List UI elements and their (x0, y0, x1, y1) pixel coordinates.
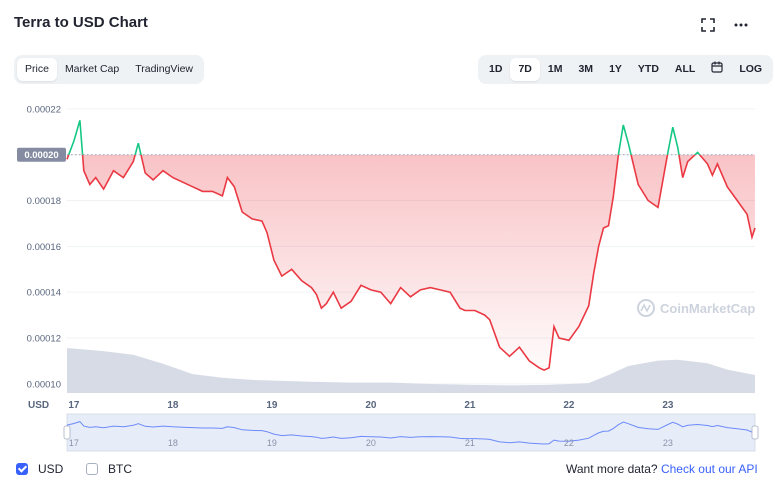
x-axis-label: USD (28, 400, 49, 411)
range-1d[interactable]: 1D (489, 63, 503, 75)
currency-usd[interactable]: USD (16, 462, 63, 476)
navigator-tick-label: 19 (267, 438, 277, 448)
watermark-text: CoinMarketCap (660, 301, 755, 316)
navigator-handle-right[interactable] (751, 425, 759, 440)
y-tick-label: 0.00010 (27, 379, 61, 390)
tab-tradingview[interactable]: TradingView (135, 63, 193, 75)
y-tick-label: 0.00014 (27, 288, 61, 299)
range-1m[interactable]: 1M (547, 63, 563, 75)
range-all[interactable]: ALL (674, 63, 696, 75)
currency-btc[interactable]: BTC (86, 462, 132, 476)
more-horizontal-icon[interactable] (731, 18, 751, 38)
navigator-tick-label: 23 (663, 438, 673, 448)
x-tick-label: 18 (167, 400, 179, 411)
btc-label: BTC (108, 462, 132, 476)
y-tick-label: 0.00016 (27, 242, 61, 253)
x-tick-label: 17 (68, 400, 80, 411)
range-7d[interactable]: 7D (510, 58, 540, 81)
x-tick-label: 20 (365, 400, 377, 411)
navigator-tick-label: 22 (564, 438, 574, 448)
navigator-x-axis: 17 18 19 20 21 22 23 (69, 438, 673, 448)
range-3m[interactable]: 3M (578, 63, 594, 75)
more-data-text: Want more data? (566, 462, 658, 476)
navigator[interactable]: 17 18 19 20 21 22 23 (63, 413, 759, 452)
api-promo: Want more data? Check out our API (566, 462, 758, 476)
calendar-button[interactable] (703, 58, 731, 81)
calendar-icon (711, 61, 723, 73)
tab-market-cap[interactable]: Market Cap (64, 63, 120, 75)
x-tick-label: 21 (464, 400, 476, 411)
y-tick-label: 0.00018 (27, 196, 61, 207)
range-tabs: 1D 7D 1M 3M 1Y YTD ALL LOG (478, 55, 774, 84)
navigator-handle-left[interactable] (63, 425, 71, 440)
navigator-line (66, 421, 756, 445)
api-link[interactable]: Check out our API (660, 462, 758, 476)
expand-icon[interactable] (698, 18, 718, 38)
price-line-down (66, 154, 756, 371)
navigator-tick-label: 17 (69, 438, 79, 448)
range-1y[interactable]: 1Y (609, 63, 622, 75)
navigator-tick-label: 18 (168, 438, 178, 448)
watermark: CoinMarketCap (637, 299, 755, 317)
volume-area (67, 348, 755, 393)
y-axis: 0.00022 0.00020 0.00018 0.00016 0.00014 0.000… (27, 104, 61, 390)
view-tabs: Price Market Cap TradingView (14, 55, 204, 84)
x-tick-label: 22 (563, 400, 575, 411)
y-tick-label: 0.00012 (27, 334, 61, 345)
navigator-tick-label: 20 (366, 438, 376, 448)
btc-checkbox[interactable] (86, 463, 98, 475)
usd-checkbox[interactable] (16, 463, 28, 475)
range-ytd[interactable]: YTD (637, 63, 659, 75)
x-axis: 17 18 19 20 21 22 23 (68, 400, 674, 411)
tab-price[interactable]: Price (17, 58, 57, 81)
baseline-tag: 0.00020 (17, 147, 66, 162)
y-tick-label: 0.00022 (27, 104, 61, 115)
price-chart: 0.00022 0.00020 0.00018 0.00016 0.00014 0.000… (17, 104, 759, 452)
chart-title: Terra to USD Chart (14, 14, 148, 31)
x-tick-label: 23 (662, 400, 674, 411)
x-tick-label: 19 (266, 400, 278, 411)
log-scale-toggle[interactable]: LOG (739, 63, 763, 75)
navigator-tick-label: 21 (465, 438, 475, 448)
usd-label: USD (38, 462, 64, 476)
price-area-fill (67, 154, 755, 371)
baseline-tag-label: 0.00020 (24, 150, 58, 161)
